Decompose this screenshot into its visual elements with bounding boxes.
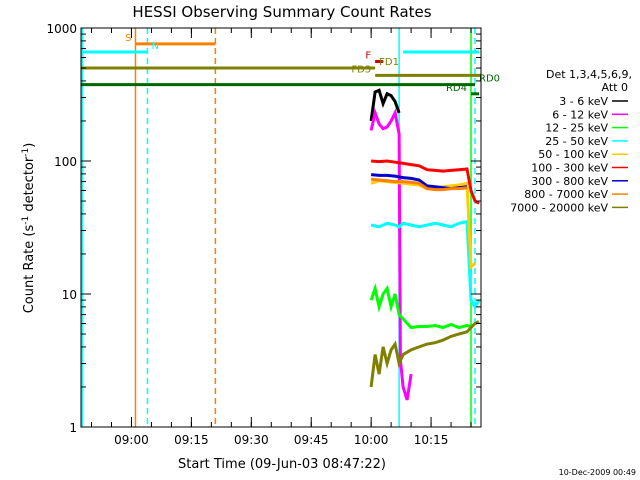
- series-line: [369, 88, 401, 122]
- data-series: [369, 88, 481, 401]
- flag-label: S: [125, 33, 131, 44]
- y-axis-label-end: ): [22, 143, 37, 148]
- flag-label: FD3: [351, 64, 371, 75]
- x-axis-label: Start Time (09-Jun-03 08:47:22): [178, 457, 386, 472]
- y-tick-label: 1000: [46, 22, 77, 36]
- flag-bars: S N F FD1 FD3 RD0 RD4: [81, 33, 500, 96]
- plot-frame: [80, 27, 482, 428]
- series-line: [369, 320, 480, 388]
- axes: 1 10 100 1000 09:00 09:15 09:30 09:45 10:00 10:15: [46, 22, 481, 447]
- x-tick-label: 10:00: [354, 433, 389, 447]
- series-line: [369, 107, 413, 401]
- x-tick-label: 09:15: [174, 433, 209, 447]
- flag-label: RD4: [446, 83, 467, 94]
- y-axis-label-mid: detector: [22, 156, 37, 216]
- generation-date: 10-Dec-2009 00:49: [559, 468, 636, 477]
- y-tick-label: 100: [54, 155, 77, 169]
- x-tick-label: 09:00: [114, 433, 149, 447]
- series-line: [370, 219, 481, 310]
- y-axis-label-sup2: -1: [21, 148, 31, 157]
- y-tick-label: 10: [62, 288, 77, 302]
- series-line: [370, 159, 480, 205]
- x-tick-label: 09:45: [294, 433, 329, 447]
- legend-label: 300 - 800 keV: [531, 175, 608, 188]
- x-tick-label: 10:15: [414, 433, 449, 447]
- x-tick-label: 09:30: [234, 433, 269, 447]
- y-axis-label-sup1: -1: [21, 216, 31, 225]
- y-axis-label-main: Count Rate (s: [22, 225, 37, 314]
- chart-title: HESSI Observing Summary Count Rates: [132, 3, 431, 21]
- flag-label: RD0: [479, 74, 500, 85]
- legend-label: 12 - 25 keV: [545, 122, 608, 135]
- legend-label: 3 - 6 keV: [559, 95, 608, 108]
- flag-label: FD1: [379, 57, 399, 68]
- legend-label: 800 - 7000 keV: [524, 188, 608, 201]
- legend-title-line2: Att 0: [602, 81, 628, 94]
- series-line: [370, 177, 468, 192]
- series-line: [369, 282, 472, 330]
- legend-label: 25 - 50 keV: [545, 135, 608, 148]
- legend-label: 6 - 12 keV: [552, 108, 608, 121]
- legend-title-line1: Det 1,3,4,5,6,9,: [546, 68, 632, 81]
- legend-label: 100 - 300 keV: [531, 162, 608, 175]
- flag-label: N: [151, 41, 158, 52]
- legend-label: 7000 - 20000 keV: [510, 201, 608, 214]
- legend-label: 50 - 100 keV: [538, 148, 608, 161]
- y-tick-label: 1: [69, 421, 77, 435]
- flag-label: F: [365, 50, 371, 61]
- y-axis-label: Count Rate (s-1 detector-1): [21, 143, 37, 314]
